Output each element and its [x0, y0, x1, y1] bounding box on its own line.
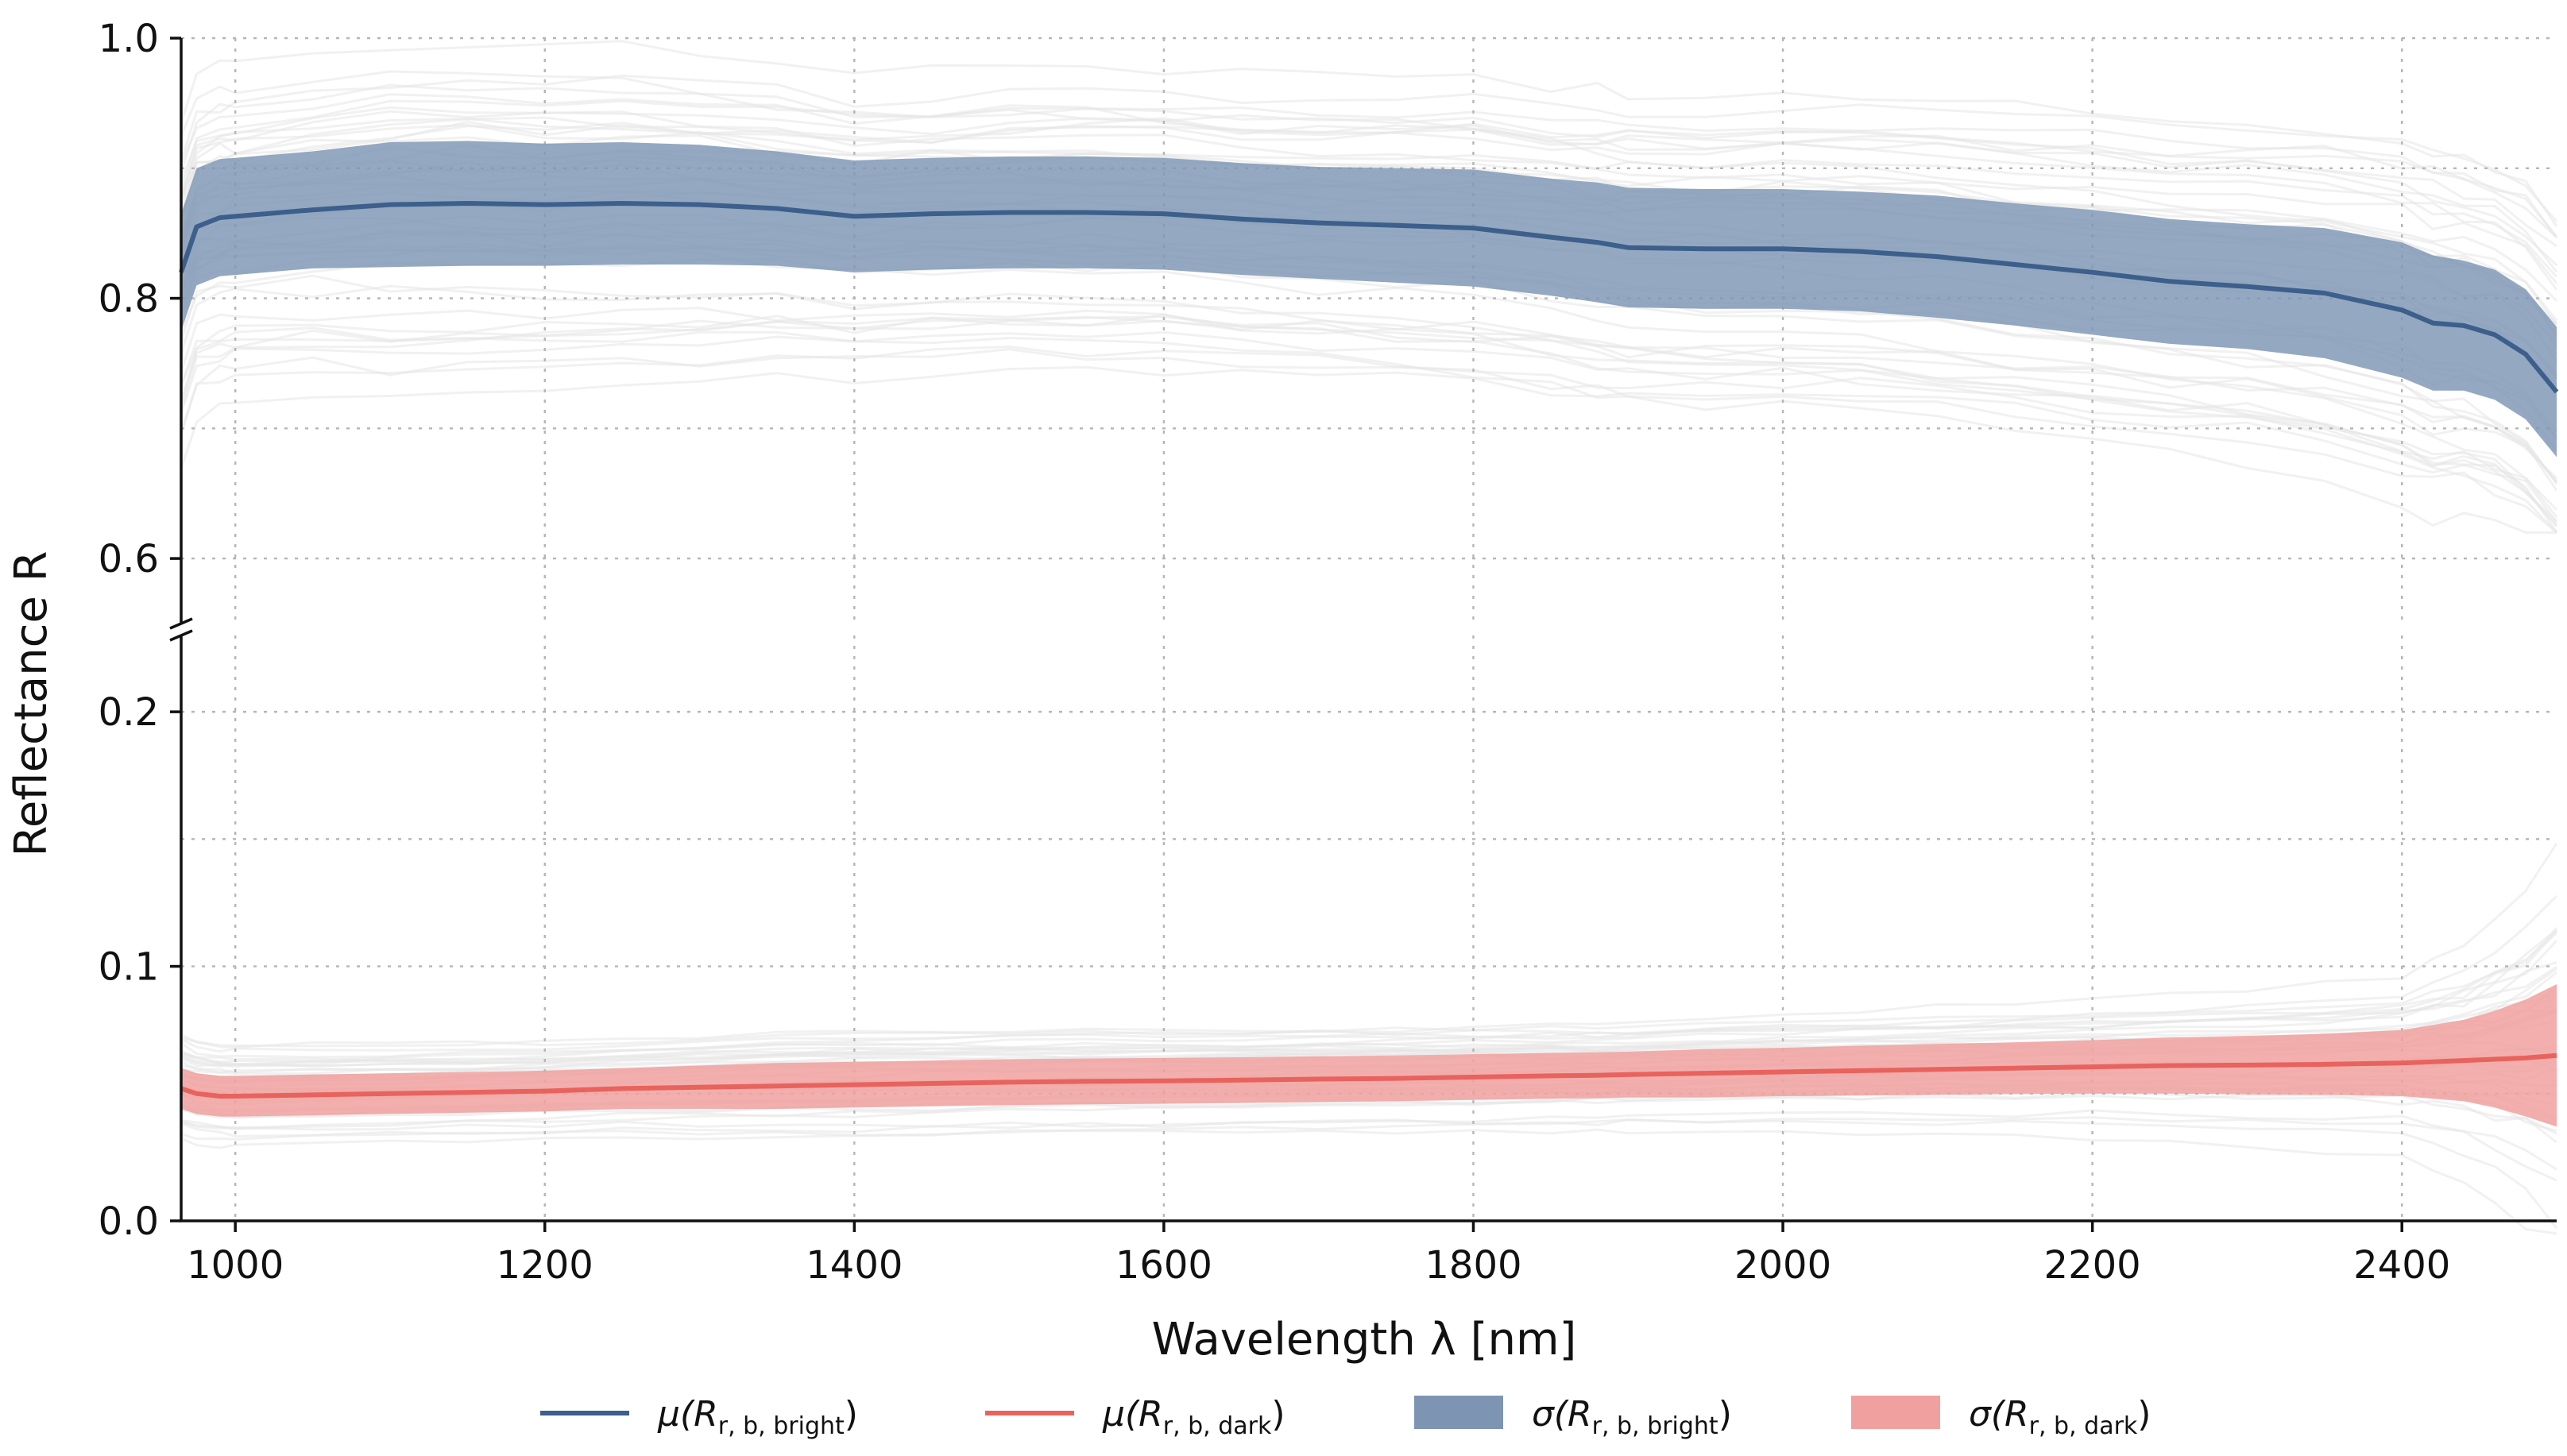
bright-std-band: [181, 141, 2557, 458]
x-tick-label: 2000: [1734, 1243, 1831, 1288]
sample-spectrum-dark: [180, 961, 2557, 1053]
sample-spectrum-dark: [180, 1094, 2557, 1144]
sample-spectrum-bright: [180, 93, 2558, 291]
sample-spectrum-bright: [180, 326, 2557, 534]
legend-patch-swatch: [1851, 1396, 1940, 1429]
sample-spectrum-bright: [180, 40, 2558, 227]
sample-spectrum-dark: [180, 927, 2558, 1048]
sample-spectrum-bright: [180, 99, 2558, 238]
legend-label: σ(Rr, b, dark): [1969, 1394, 2151, 1440]
dark-std-band: [181, 984, 2557, 1127]
x-axis-label: Wavelength λ [nm]: [1152, 1314, 1577, 1365]
sample-spectrum-bright: [180, 365, 2558, 523]
y-tick-label: 0.6: [99, 537, 159, 581]
dark-mean-line: [180, 1052, 2557, 1099]
sample-spectrum-dark: [180, 965, 2557, 1049]
sample-spectrum-bright: [180, 315, 2558, 480]
y-tick-label: 0.2: [99, 690, 159, 735]
axis-break-mark: [169, 629, 193, 642]
legend-item-bright-std: σ(Rr, b, bright): [1414, 1394, 1732, 1440]
mean-lines: [179, 201, 2559, 1099]
legend-label: σ(Rr, b, bright): [1532, 1394, 1732, 1440]
x-tick-label: 1600: [1115, 1243, 1212, 1288]
y-tick-label: 0.0: [99, 1199, 159, 1244]
y-tick-label: 0.8: [99, 277, 159, 322]
legend-item-dark-std: σ(Rr, b, dark): [1851, 1394, 2151, 1440]
y-axis-label: Reflectance R: [6, 550, 57, 856]
x-tick-label: 1800: [1425, 1243, 1521, 1288]
std-bands: [181, 141, 2557, 1127]
axes: [169, 38, 2557, 1222]
sample-spectrum-bright: [180, 122, 2558, 239]
sample-spectrum-bright: [180, 348, 2557, 534]
sample-spectrum-bright: [180, 274, 2558, 534]
sample-spectrum-dark: [180, 1118, 2558, 1230]
sample-spectrum-bright: [180, 315, 2558, 527]
legend-patch-swatch: [1414, 1396, 1503, 1429]
x-tick-label: 1200: [497, 1243, 593, 1288]
sample-spectrum-bright: [180, 316, 2558, 482]
sample-spectrum-dark: [180, 932, 2557, 1064]
legend: μ(Rr, b, bright) μ(Rr, b, dark) σ(Rr, b, b…: [540, 1394, 2151, 1440]
legend-label: μ(Rr, b, bright): [657, 1394, 858, 1440]
x-tick-label: 2200: [2044, 1243, 2141, 1288]
sample-spectrum-dark: [180, 842, 2558, 1068]
tick-labels: 1000 1200 1400 1600 1800 2000 2200 2400 0.6 0.8 1.…: [99, 17, 2451, 1288]
sample-spectrum-dark: [180, 1122, 2557, 1235]
legend-item-dark-mean: μ(Rr, b, dark): [985, 1394, 1285, 1440]
sample-spectrum-bright: [180, 307, 2558, 522]
legend-label: μ(Rr, b, dark): [1102, 1394, 1285, 1440]
x-tick-label: 2400: [2353, 1243, 2450, 1288]
axis-break-mark: [169, 617, 193, 630]
sample-spectrum-bright: [180, 74, 2558, 222]
sample-spectrum-bright: [180, 110, 2558, 273]
bright-mean-line: [179, 201, 2559, 394]
x-tick-label: 1000: [187, 1243, 284, 1288]
x-tick-label: 1400: [806, 1243, 903, 1288]
legend-item-bright-mean: μ(Rr, b, bright): [540, 1394, 858, 1440]
sample-spectrum-dark: [180, 1116, 2557, 1182]
y-tick-label: 1.0: [99, 17, 159, 61]
y-tick-label: 0.1: [99, 945, 159, 990]
